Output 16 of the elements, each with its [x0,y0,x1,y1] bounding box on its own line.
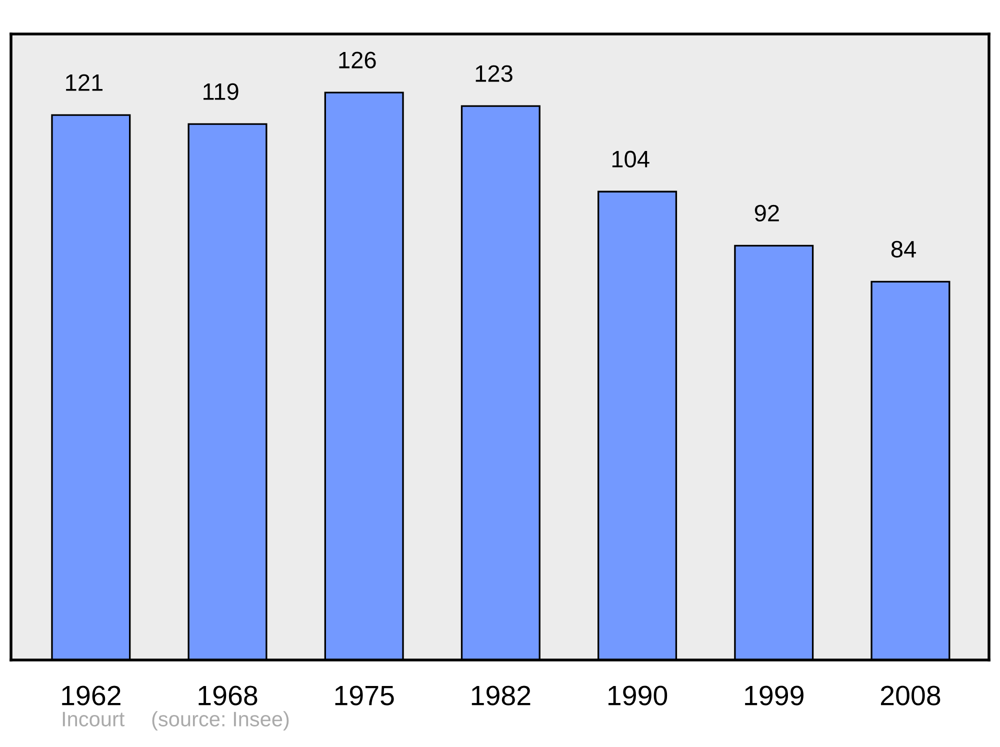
data-label: 123 [476,65,512,82]
text: Incourt [62,712,125,726]
x-tick-label: 1962 [62,686,120,706]
data-label: 121 [66,74,103,91]
data-label: 126 [339,52,376,68]
x-tick-label: 1982 [472,686,530,706]
x-tick-label: 2008 [880,686,940,706]
text: (source: Insee) [152,711,289,731]
data-label: 84 [891,240,916,258]
data-label: 104 [612,150,650,168]
x-tick-label: 1990 [608,686,668,706]
data-label: 119 [204,83,238,100]
x-tick-label: 1975 [335,686,394,706]
x-tick-label: 1999 [745,686,804,706]
data-label: 92 [754,204,779,222]
x-tick-label: 1968 [198,686,258,706]
